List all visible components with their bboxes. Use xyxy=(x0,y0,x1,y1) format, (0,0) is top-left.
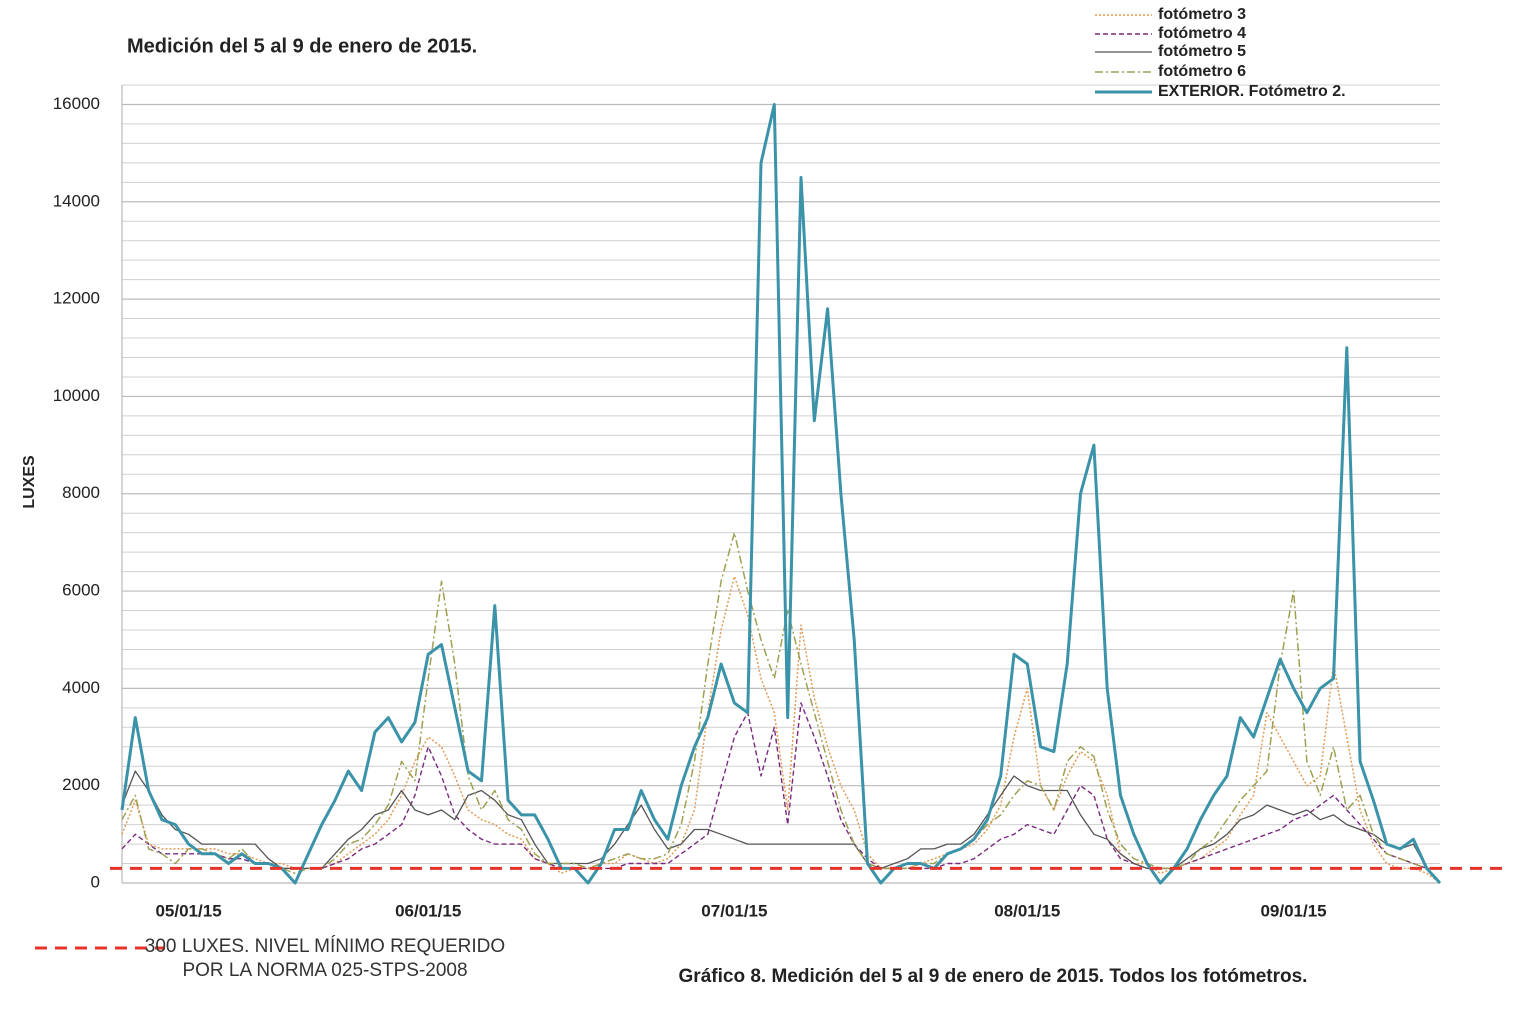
threshold-label: 300 LUXES. NIVEL MÍNIMO REQUERIDO POR LA… xyxy=(144,936,506,981)
legend-label: fotómetro 6 xyxy=(1158,63,1246,80)
caption: Gráfico 8. Medición del 5 al 9 de enero … xyxy=(679,966,1308,987)
y-tick-label: 12000 xyxy=(53,289,100,308)
series-line xyxy=(121,770,1440,870)
y-tick-label: 14000 xyxy=(53,191,100,210)
x-tick-label: 05/01/15 xyxy=(155,901,221,920)
legend-label: fotómetro 3 xyxy=(1158,6,1246,23)
y-tick-label: 10000 xyxy=(53,386,100,405)
legend-label: fotómetro 4 xyxy=(1158,25,1246,42)
y-tick-label: 4000 xyxy=(62,678,100,697)
y-axis-label: LUXES xyxy=(21,455,38,509)
chart-title: Medición del 5 al 9 de enero de 2015. xyxy=(127,35,477,57)
series-line xyxy=(121,702,1440,870)
series-line xyxy=(121,531,1440,875)
series-line xyxy=(121,575,1441,884)
series-line xyxy=(120,103,1442,885)
y-tick-label: 0 xyxy=(91,872,100,891)
x-tick-label: 06/01/15 xyxy=(395,901,461,920)
x-tick-label: 09/01/15 xyxy=(1260,901,1326,920)
legend-label: fotómetro 5 xyxy=(1158,43,1246,60)
y-tick-label: 16000 xyxy=(53,94,100,113)
y-tick-label: 2000 xyxy=(62,775,100,794)
legend-label: EXTERIOR. Fotómetro 2. xyxy=(1158,83,1346,100)
x-tick-label: 07/01/15 xyxy=(701,901,767,920)
x-tick-label: 08/01/15 xyxy=(994,901,1060,920)
y-tick-label: 8000 xyxy=(62,483,100,502)
y-tick-label: 6000 xyxy=(62,581,100,600)
